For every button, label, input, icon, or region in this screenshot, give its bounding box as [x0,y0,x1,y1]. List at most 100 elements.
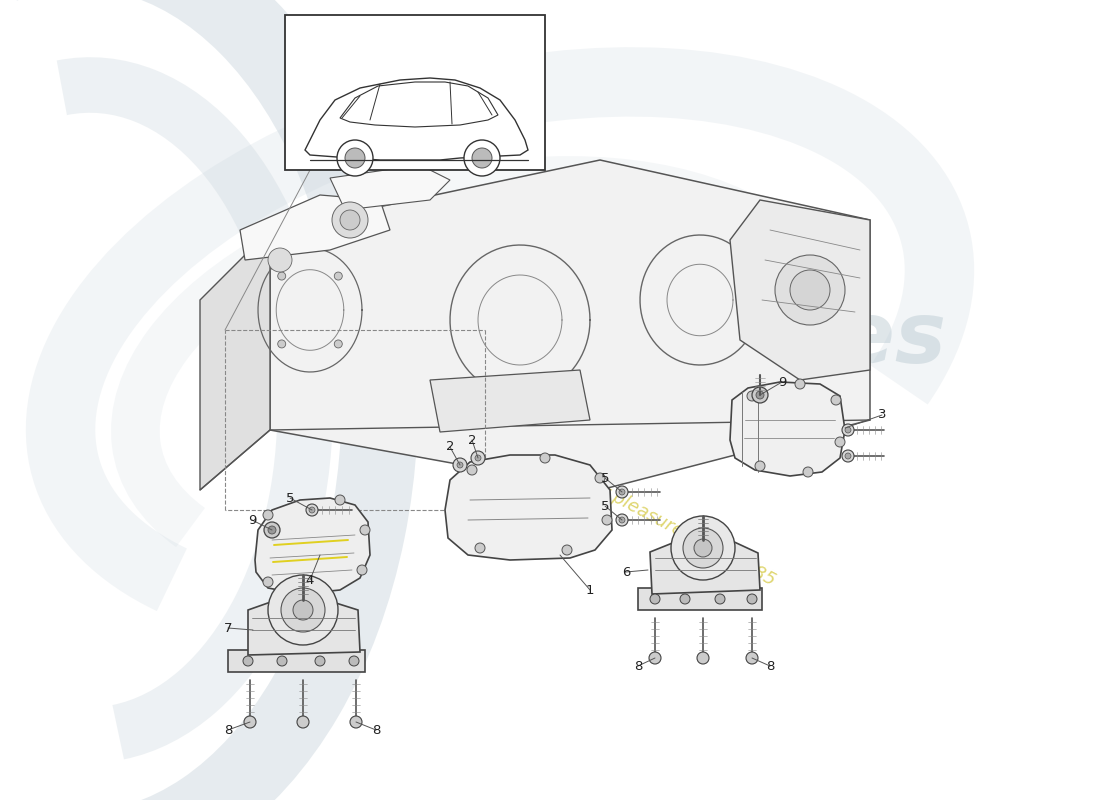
Circle shape [697,652,710,664]
Circle shape [694,539,712,557]
Circle shape [263,510,273,520]
Text: 8: 8 [372,723,381,737]
Polygon shape [430,370,590,432]
Circle shape [616,486,628,498]
Polygon shape [248,598,360,655]
Polygon shape [330,165,450,210]
Circle shape [320,585,330,595]
Circle shape [472,148,492,168]
Polygon shape [228,650,365,672]
Circle shape [456,462,463,468]
Circle shape [616,514,628,526]
Circle shape [471,451,485,465]
Polygon shape [255,498,370,594]
Circle shape [650,594,660,604]
Circle shape [280,588,324,632]
Text: res: res [794,298,946,382]
Polygon shape [285,15,544,170]
Polygon shape [446,455,612,560]
Circle shape [562,545,572,555]
Circle shape [358,565,367,575]
Circle shape [671,516,735,580]
Text: 2: 2 [468,434,476,446]
Circle shape [309,507,315,513]
Circle shape [595,473,605,483]
Text: 1: 1 [585,583,594,597]
Text: 8: 8 [223,723,232,737]
Circle shape [795,379,805,389]
Circle shape [747,391,757,401]
Circle shape [752,387,768,403]
Circle shape [360,525,370,535]
Text: 3: 3 [878,409,887,422]
Circle shape [297,716,309,728]
Circle shape [263,577,273,587]
Text: o: o [756,237,824,334]
Text: 2: 2 [446,441,454,454]
Circle shape [845,453,851,459]
Circle shape [755,461,764,471]
Circle shape [244,716,256,728]
Circle shape [334,272,342,280]
Circle shape [680,594,690,604]
Circle shape [268,575,338,645]
Text: 8: 8 [634,659,642,673]
Circle shape [619,517,625,523]
Circle shape [453,458,468,472]
Polygon shape [650,540,760,594]
Circle shape [268,248,292,272]
Text: 6: 6 [621,566,630,578]
Text: 4: 4 [306,574,315,586]
Circle shape [835,437,845,447]
Circle shape [336,495,345,505]
Circle shape [830,395,842,405]
Polygon shape [270,160,870,490]
Circle shape [337,140,373,176]
Circle shape [790,270,830,310]
Text: 9: 9 [778,375,786,389]
Circle shape [776,255,845,325]
Circle shape [334,340,342,348]
Circle shape [845,427,851,433]
Circle shape [602,515,612,525]
Text: 5: 5 [601,471,609,485]
Circle shape [277,656,287,666]
Circle shape [264,522,280,538]
Circle shape [464,140,500,176]
Circle shape [842,424,854,436]
Text: 5: 5 [286,491,295,505]
Circle shape [756,391,764,399]
Text: 5: 5 [601,499,609,513]
Circle shape [306,504,318,516]
Polygon shape [730,200,870,380]
Circle shape [475,455,481,461]
Circle shape [243,656,253,666]
Polygon shape [340,82,498,127]
Circle shape [268,526,276,534]
Circle shape [277,272,286,280]
Circle shape [803,467,813,477]
Circle shape [619,489,625,495]
Polygon shape [730,382,845,476]
Circle shape [293,600,314,620]
Text: 7: 7 [223,622,232,634]
Circle shape [345,148,365,168]
Circle shape [277,340,286,348]
Circle shape [842,450,854,462]
Polygon shape [240,195,390,260]
Circle shape [540,453,550,463]
Polygon shape [305,78,528,160]
Polygon shape [638,588,762,610]
Circle shape [715,594,725,604]
Circle shape [475,543,485,553]
Circle shape [315,656,324,666]
Text: a passion for pleasure since 1985: a passion for pleasure since 1985 [502,431,778,589]
Circle shape [350,716,362,728]
Circle shape [332,202,368,238]
Circle shape [649,652,661,664]
Circle shape [746,652,758,664]
Circle shape [747,594,757,604]
Polygon shape [200,230,270,490]
Text: 8: 8 [766,659,774,673]
Circle shape [683,528,723,568]
